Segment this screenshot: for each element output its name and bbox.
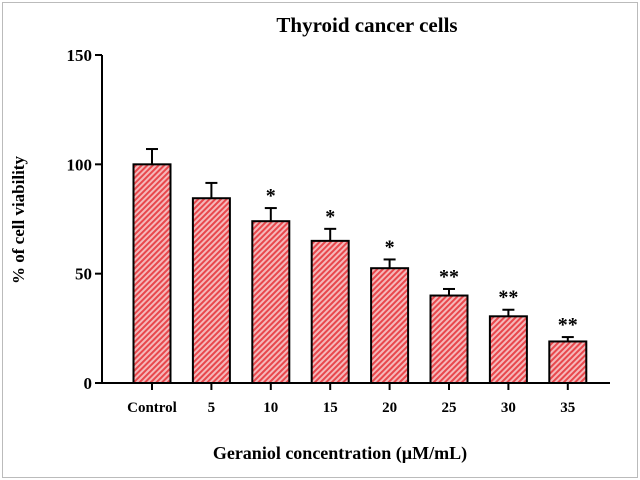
x-tick-label: 20 xyxy=(382,400,397,416)
significance-marker: ** xyxy=(558,314,578,336)
bar-10 xyxy=(251,220,291,384)
y-tick-label: 150 xyxy=(67,46,93,65)
y-tick-label: 100 xyxy=(67,155,93,174)
x-tick-label: 5 xyxy=(208,400,216,416)
significance-marker: ** xyxy=(439,266,459,288)
significance-marker: * xyxy=(266,185,276,207)
significance-marker: ** xyxy=(498,287,518,309)
bar-5 xyxy=(191,197,231,384)
y-tick-label: 0 xyxy=(84,374,93,393)
significance-marker: * xyxy=(325,206,335,228)
x-tick-label: 25 xyxy=(442,400,457,416)
bar-25 xyxy=(429,294,469,384)
x-tick-label: 30 xyxy=(501,400,516,416)
x-tick-label: 35 xyxy=(560,400,575,416)
bar-30 xyxy=(488,315,528,385)
x-axis-label: Geraniol concentration (µM/mL) xyxy=(213,443,467,464)
chart-title: Thyroid cancer cells xyxy=(276,13,457,37)
bar-35 xyxy=(548,340,588,385)
bar-15 xyxy=(310,239,350,384)
x-tick-label: Control xyxy=(127,400,177,416)
significance-marker: * xyxy=(385,236,395,258)
bar-20 xyxy=(370,267,410,385)
y-axis-label: % of cell viability xyxy=(9,156,28,284)
x-tick-label: 10 xyxy=(263,400,278,416)
y-tick-label: 50 xyxy=(75,265,92,284)
bar-Control xyxy=(132,163,172,384)
x-tick-label: 15 xyxy=(323,400,338,416)
